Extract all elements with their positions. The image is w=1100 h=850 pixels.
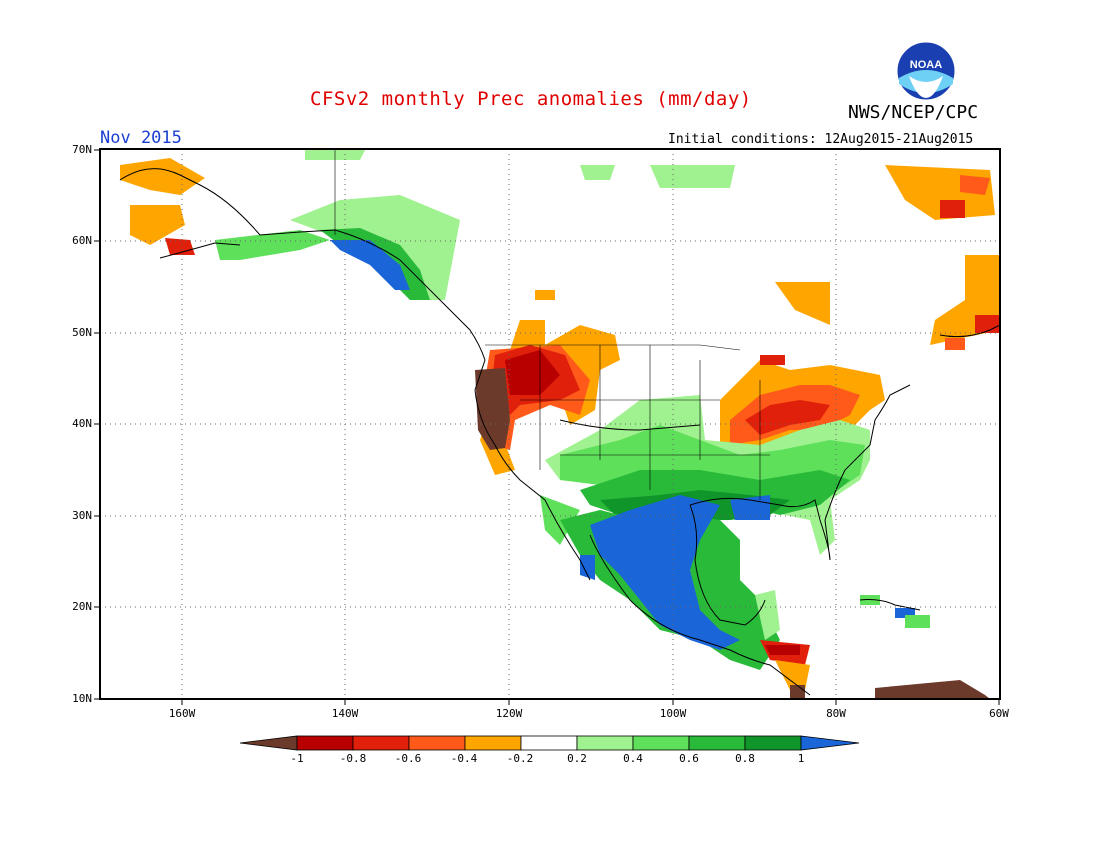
anomaly-wet-02 bbox=[580, 165, 615, 180]
colorbar-label: -1 bbox=[290, 752, 304, 765]
anomaly-dry-08 bbox=[505, 350, 560, 395]
colorbar-swatch bbox=[576, 735, 634, 751]
lat-tick-label: 40N bbox=[72, 417, 92, 430]
colorbar-swatch bbox=[520, 735, 578, 751]
lat-tick-label: 50N bbox=[72, 326, 92, 339]
anomaly-wet-04 bbox=[905, 615, 930, 628]
gridlines bbox=[100, 149, 1000, 699]
anomaly-wet-02 bbox=[650, 165, 735, 188]
anomaly-dry-02 bbox=[130, 205, 185, 245]
lat-tick-label: 10N bbox=[72, 692, 92, 705]
anomaly-strong-wet bbox=[330, 240, 410, 290]
lat-tick-label: 20N bbox=[72, 600, 92, 613]
colorbar-swatch bbox=[408, 735, 466, 751]
anomaly-dry-02 bbox=[775, 660, 810, 690]
lon-tick-label: 140W bbox=[331, 707, 359, 720]
anomaly-strong-wet bbox=[580, 555, 595, 580]
colorbar-swatch bbox=[352, 735, 410, 751]
colorbar-label: -0.2 bbox=[506, 752, 534, 765]
anomaly-dry-02 bbox=[120, 158, 205, 195]
anomaly-strong-wet bbox=[590, 495, 740, 650]
colorbar-swatch bbox=[632, 735, 690, 751]
colorbar-label: 0.4 bbox=[623, 752, 643, 765]
lat-tick-label: 30N bbox=[72, 509, 92, 522]
colorbar-label: 0.2 bbox=[567, 752, 587, 765]
anomaly-wet-02 bbox=[755, 590, 780, 640]
anomaly-dry-06 bbox=[745, 400, 830, 435]
colorbar-swatch bbox=[464, 735, 522, 751]
anomaly-dry-04 bbox=[945, 338, 965, 350]
colorbar-label: -0.8 bbox=[339, 752, 367, 765]
anomaly-dry-02 bbox=[775, 282, 830, 325]
map-title: CFSv2 monthly Prec anomalies (mm/day) bbox=[310, 88, 752, 110]
anomaly-dry-04 bbox=[960, 175, 990, 195]
anomaly-strong-dry bbox=[875, 680, 990, 699]
lon-tick-label: 160W bbox=[168, 707, 196, 720]
colorbar-label: 0.6 bbox=[679, 752, 699, 765]
state-borders bbox=[334, 150, 770, 500]
anomaly-dry-06 bbox=[940, 200, 965, 218]
anomaly-wet-04 bbox=[215, 230, 330, 260]
lon-tick-label: 80W bbox=[826, 707, 846, 720]
anomaly-dry-06 bbox=[760, 355, 785, 365]
anomaly-strong-dry bbox=[475, 368, 510, 450]
colorbar-label: -0.4 bbox=[450, 752, 478, 765]
lat-tick-label: 70N bbox=[72, 143, 92, 156]
lat-tick-label: 60N bbox=[72, 234, 92, 247]
colorbar-label: -0.6 bbox=[394, 752, 422, 765]
colorbar-swatch bbox=[239, 735, 298, 751]
initial-conditions: Initial conditions: 12Aug2015-21Aug2015 bbox=[668, 132, 974, 147]
coastlines bbox=[119, 168, 1000, 696]
colorbar-swatch bbox=[744, 735, 802, 751]
colorbar-swatch bbox=[688, 735, 746, 751]
colorbar-label: 1 bbox=[797, 752, 805, 765]
colorbar-swatch bbox=[800, 735, 860, 751]
lon-tick-label: 120W bbox=[495, 707, 523, 720]
lon-tick-label: 60W bbox=[989, 707, 1009, 720]
forecast-month: Nov 2015 bbox=[100, 128, 182, 148]
agency-label: NWS/NCEP/CPC bbox=[848, 102, 979, 123]
lon-tick-label: 100W bbox=[659, 707, 687, 720]
anomaly-dry-02 bbox=[535, 290, 555, 300]
anomaly-dry-08 bbox=[765, 645, 800, 655]
svg-text:NOAA: NOAA bbox=[910, 59, 942, 71]
noaa-logo: NOAA bbox=[896, 41, 956, 101]
colorbar-swatch bbox=[296, 735, 354, 751]
colorbar-label: 0.8 bbox=[735, 752, 755, 765]
